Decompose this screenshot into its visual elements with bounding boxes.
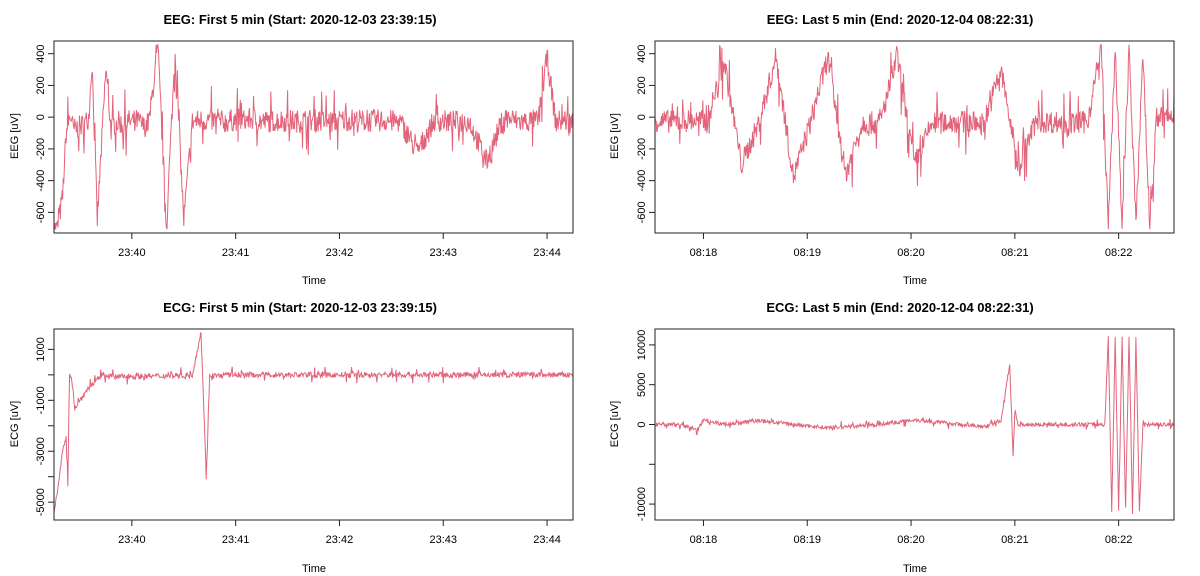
chart-3: 10000 5000 0 -10000 08:18 08:19 08:20 08:21 08:2… bbox=[636, 328, 1175, 546]
y-tick-label: 0 bbox=[35, 114, 47, 120]
y-tick-label: 1000 bbox=[35, 337, 47, 361]
x-axis-label: Time bbox=[902, 275, 928, 287]
x-tick-label: 08:21 bbox=[1001, 534, 1029, 546]
x-tick-label: 08:19 bbox=[793, 534, 821, 546]
y-tick-label: -400 bbox=[35, 170, 47, 192]
x-tick-label: 08:19 bbox=[793, 247, 821, 259]
x-tick-label: 23:41 bbox=[222, 247, 250, 259]
y-tick-label: 200 bbox=[35, 76, 47, 94]
x-tick-label: 23:41 bbox=[222, 534, 250, 546]
x-tick-label: 08:22 bbox=[1105, 534, 1133, 546]
signal-line bbox=[654, 44, 1175, 230]
y-tick-label: 200 bbox=[636, 76, 648, 94]
chart-title: EEG: Last 5 min (End: 2020-12-04 08:22:3… bbox=[766, 12, 1034, 27]
plot-frame bbox=[53, 40, 574, 234]
x-tick-label: 23:40 bbox=[118, 247, 146, 259]
plot-frame bbox=[654, 40, 1175, 234]
x-tick-label: 23:43 bbox=[429, 534, 457, 546]
y-tick-label: -600 bbox=[636, 201, 648, 223]
x-tick-label: 08:18 bbox=[690, 247, 718, 259]
x-tick-label: 23:42 bbox=[326, 534, 354, 546]
y-tick-label: -400 bbox=[636, 170, 648, 192]
y-tick-label: -10000 bbox=[636, 487, 648, 521]
x-axis-label: Time bbox=[301, 275, 327, 287]
chart-2: 1000 -1000 -3000 -5000 23:40 23:41 23:42 23:43 2… bbox=[35, 328, 574, 546]
panel-ecg-first: ECG: First 5 min (Start: 2020-12-03 23:3… bbox=[0, 288, 600, 576]
signal-line bbox=[654, 336, 1175, 514]
signal-line bbox=[54, 43, 574, 230]
x-tick-label: 08:22 bbox=[1105, 247, 1133, 259]
chart-title: ECG: First 5 min (Start: 2020-12-03 23:3… bbox=[163, 300, 437, 315]
y-tick-label: -200 bbox=[35, 138, 47, 160]
chart-0: 400 200 0 -200 -400 -600 23:40 23:41 23:42 23:43 2… bbox=[35, 40, 574, 259]
x-axis-label: Time bbox=[301, 563, 327, 575]
x-tick-label: 08:18 bbox=[690, 534, 718, 546]
y-tick-label: -1000 bbox=[35, 386, 47, 414]
y-tick-label: -5000 bbox=[35, 488, 47, 516]
panel-eeg-last: EEG: Last 5 min (End: 2020-12-04 08:22:3… bbox=[600, 0, 1200, 288]
panel-ecg-last: ECG: Last 5 min (End: 2020-12-04 08:22:3… bbox=[600, 288, 1200, 576]
y-tick-label: 0 bbox=[636, 421, 648, 427]
x-axis-label: Time bbox=[902, 563, 928, 575]
y-tick-label: 0 bbox=[636, 114, 648, 120]
x-tick-label: 23:40 bbox=[118, 534, 146, 546]
x-tick-label: 23:43 bbox=[429, 247, 457, 259]
y-tick-label: -3000 bbox=[35, 437, 47, 465]
x-tick-label: 23:44 bbox=[533, 247, 561, 259]
y-tick-label: 5000 bbox=[636, 372, 648, 396]
y-tick-label: 400 bbox=[35, 45, 47, 63]
x-tick-label: 23:42 bbox=[326, 247, 354, 259]
plot-frame bbox=[53, 328, 574, 521]
x-tick-label: 08:21 bbox=[1001, 247, 1029, 259]
chart-title: EEG: First 5 min (Start: 2020-12-03 23:3… bbox=[163, 12, 437, 27]
y-tick-label: -200 bbox=[636, 138, 648, 160]
x-tick-label: 08:20 bbox=[897, 534, 925, 546]
x-tick-label: 08:20 bbox=[897, 247, 925, 259]
y-tick-label: -600 bbox=[35, 201, 47, 223]
y-tick-label: 400 bbox=[636, 45, 648, 63]
y-tick-label: 10000 bbox=[636, 330, 648, 361]
panel-eeg-first: EEG: First 5 min (Start: 2020-12-03 23:3… bbox=[0, 0, 600, 288]
chart-title: ECG: Last 5 min (End: 2020-12-04 08:22:3… bbox=[766, 300, 1034, 315]
chart-1: 400 200 0 -200 -400 -600 08:18 08:19 08:20 08:21 0… bbox=[636, 40, 1175, 259]
x-tick-label: 23:44 bbox=[533, 534, 561, 546]
signal-line bbox=[53, 332, 574, 514]
